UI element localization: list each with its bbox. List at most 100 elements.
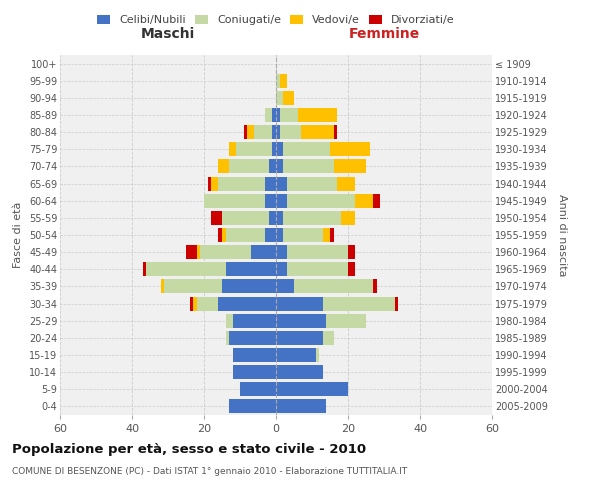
Bar [197, 245, 200, 259]
Bar [323, 228, 330, 242]
Bar [272, 125, 276, 139]
Text: COMUNE DI BESENZONE (PC) - Dati ISTAT 1° gennaio 2010 - Elaborazione TUTTITALIA.: COMUNE DI BESENZONE (PC) - Dati ISTAT 1°… [12, 468, 407, 476]
Bar [197, 296, 218, 310]
Bar [229, 400, 276, 413]
Bar [276, 108, 280, 122]
Bar [193, 296, 197, 310]
Bar [276, 74, 280, 88]
Bar [276, 400, 326, 413]
Bar [283, 211, 341, 225]
Bar [161, 280, 164, 293]
Text: Popolazione per età, sesso e stato civile - 2010: Popolazione per età, sesso e stato civil… [12, 442, 366, 456]
Bar [287, 245, 348, 259]
Text: Femmine: Femmine [349, 28, 419, 42]
Bar [229, 142, 236, 156]
Bar [265, 194, 276, 207]
Bar [276, 194, 287, 207]
Bar [287, 262, 348, 276]
Bar [226, 262, 276, 276]
Bar [283, 91, 294, 105]
Bar [280, 74, 287, 88]
Bar [276, 142, 283, 156]
Bar [341, 211, 355, 225]
Bar [247, 125, 254, 139]
Bar [265, 108, 272, 122]
Y-axis label: Fasce di età: Fasce di età [13, 202, 23, 268]
Bar [334, 125, 337, 139]
Bar [269, 160, 276, 173]
Bar [265, 176, 276, 190]
Bar [301, 125, 334, 139]
Bar [186, 245, 197, 259]
Bar [164, 280, 222, 293]
Bar [233, 314, 276, 328]
Bar [276, 91, 283, 105]
Bar [229, 160, 269, 173]
Bar [287, 194, 355, 207]
Bar [222, 280, 276, 293]
Bar [326, 314, 366, 328]
Bar [265, 228, 276, 242]
Bar [323, 331, 334, 345]
Bar [222, 211, 269, 225]
Bar [240, 382, 276, 396]
Bar [251, 245, 276, 259]
Bar [226, 331, 229, 345]
Bar [146, 262, 226, 276]
Bar [276, 228, 283, 242]
Bar [236, 142, 272, 156]
Bar [218, 228, 222, 242]
Bar [355, 194, 373, 207]
Bar [280, 108, 298, 122]
Bar [373, 194, 380, 207]
Bar [294, 280, 373, 293]
Bar [204, 194, 265, 207]
Bar [211, 176, 218, 190]
Bar [218, 160, 229, 173]
Bar [226, 314, 233, 328]
Bar [190, 296, 193, 310]
Bar [276, 262, 287, 276]
Bar [218, 176, 265, 190]
Y-axis label: Anni di nascita: Anni di nascita [557, 194, 567, 276]
Bar [211, 211, 222, 225]
Bar [276, 365, 323, 379]
Bar [316, 348, 319, 362]
Bar [276, 382, 348, 396]
Bar [233, 365, 276, 379]
Bar [395, 296, 398, 310]
Bar [330, 142, 370, 156]
Bar [283, 142, 330, 156]
Bar [244, 125, 247, 139]
Bar [283, 228, 323, 242]
Bar [276, 245, 287, 259]
Legend: Celibi/Nubili, Coniugati/e, Vedovi/e, Divorziati/e: Celibi/Nubili, Coniugati/e, Vedovi/e, Di… [93, 10, 459, 30]
Bar [233, 348, 276, 362]
Bar [229, 331, 276, 345]
Bar [226, 228, 265, 242]
Bar [269, 211, 276, 225]
Bar [276, 176, 287, 190]
Bar [276, 211, 283, 225]
Bar [276, 348, 316, 362]
Bar [272, 108, 276, 122]
Bar [276, 280, 294, 293]
Bar [276, 314, 326, 328]
Bar [200, 245, 251, 259]
Bar [276, 125, 280, 139]
Bar [337, 176, 355, 190]
Bar [283, 160, 334, 173]
Bar [323, 296, 395, 310]
Bar [276, 160, 283, 173]
Bar [348, 245, 355, 259]
Bar [276, 296, 323, 310]
Bar [208, 176, 211, 190]
Bar [287, 176, 337, 190]
Bar [222, 228, 226, 242]
Bar [272, 142, 276, 156]
Bar [373, 280, 377, 293]
Bar [143, 262, 146, 276]
Bar [348, 262, 355, 276]
Text: Maschi: Maschi [141, 28, 195, 42]
Bar [254, 125, 272, 139]
